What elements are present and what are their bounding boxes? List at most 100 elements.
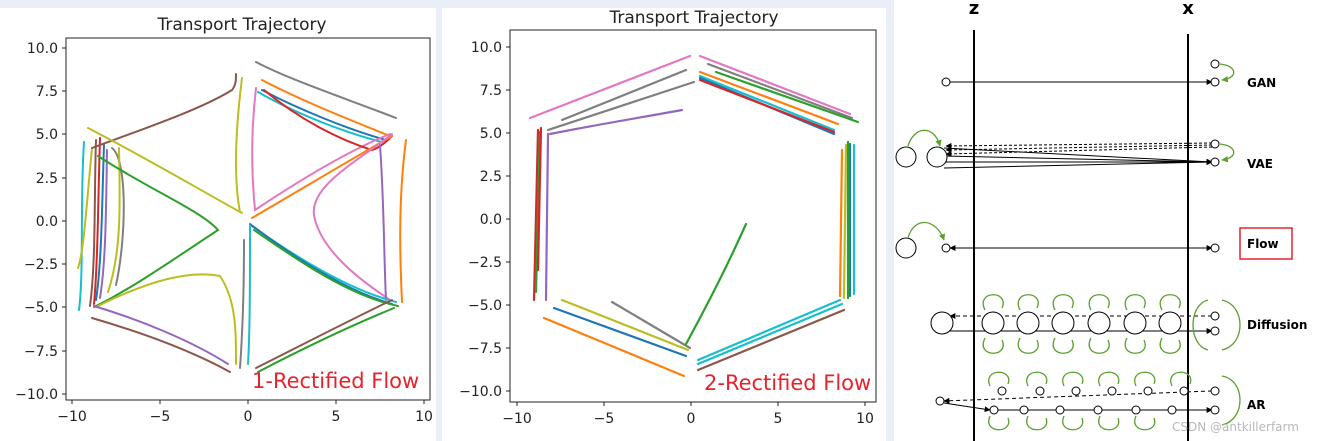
p1-traj-cyan-left [78, 141, 85, 311]
p2-ytick-neg-2-5: −2.5 [468, 255, 502, 271]
p1-ytick-10: 10.0 [27, 41, 58, 57]
panel-2-y-tick-labels: 10.0 7.5 5.0 2.5 0.0 −2.5 −5.0 −7.5 −10.… [459, 40, 502, 400]
p1-traj-orange-center [251, 135, 393, 219]
p1-traj-cyan-bottom [247, 225, 251, 365]
panel-2-y-ticks [506, 46, 510, 392]
gan-label: GAN [1247, 76, 1276, 90]
p1-traj-red-left [93, 137, 101, 305]
p2-xtick-0: 0 [687, 411, 696, 427]
p2-traj-cyan-bottomright2 [696, 302, 844, 366]
p2-traj-gray-topleft [546, 80, 696, 132]
p2-traj-blue-bottom [552, 306, 688, 358]
p1-traj-red-topright [263, 89, 393, 152]
p2-ytick-2-5: 2.5 [480, 169, 502, 185]
p2-traj-red-left [532, 128, 540, 302]
p2-ytick-neg-10: −10.0 [459, 384, 502, 400]
ar-label: AR [1247, 398, 1266, 412]
p1-traj-orange-topright [261, 79, 391, 137]
p1-traj-gray-left [111, 147, 125, 286]
p2-ytick-neg-5: −5.0 [468, 298, 502, 314]
p1-traj-cyan-bottomright [251, 225, 397, 303]
p2-traj-red-left2 [536, 126, 543, 272]
panel-1-rectified-flow: Transport Trajectory 10.0 7.5 5.0 2.5 0.… [15, 15, 433, 425]
p2-ytick-10: 10.0 [471, 40, 502, 56]
panel-1-title: Transport Trajectory [156, 15, 326, 35]
p2-traj-brown-bottomright [696, 308, 846, 372]
panel-1-method-label: 1-Rectified Flow [252, 369, 419, 393]
p1-traj-cyan-topright [257, 91, 383, 143]
p1-xtick-neg-10: −10 [57, 409, 87, 425]
diffusion-label: Diffusion [1247, 318, 1307, 332]
p1-traj-olive-center [87, 127, 243, 214]
p1-traj-purple-bottom [93, 305, 229, 365]
p2-traj-green-topright [714, 70, 860, 124]
panel-1-y-ticks [62, 47, 66, 395]
panel-2-plot-frame [509, 29, 877, 403]
csdn-watermark: CSDN @antkillerfarm [1172, 420, 1299, 434]
p2-xtick-5: 5 [774, 411, 783, 427]
flow-highlight-box [1239, 227, 1293, 260]
p1-traj-pink-right [312, 133, 393, 301]
p1-ytick-2-5: 2.5 [36, 171, 58, 187]
p1-traj-olive-left [77, 147, 93, 269]
p2-xtick-neg-5: −5 [594, 411, 615, 427]
top-strip [0, 0, 890, 8]
p2-traj-pink-topleft [528, 54, 692, 120]
p1-traj-blue-left [95, 144, 105, 301]
p1-traj-brown-bottom2 [255, 299, 393, 369]
p1-traj-purple-left [99, 149, 108, 299]
generative-models-diagram: z x GAN VAE [894, 0, 1317, 441]
p1-ytick-5: 5.0 [36, 127, 58, 143]
panel-2-x-tick-labels: −10 −5 0 5 10 [502, 411, 874, 427]
p2-traj-pink-topright [698, 54, 852, 116]
p2-traj-purple-left [544, 132, 550, 302]
gan-row [941, 59, 1235, 87]
p2-traj-olive-bottom [560, 298, 690, 352]
p1-ytick-neg-2-5: −2.5 [24, 257, 58, 273]
p1-xtick-neg-5: −5 [150, 409, 171, 425]
p1-xtick-10: 10 [415, 409, 433, 425]
vae-row [895, 129, 1235, 169]
p1-traj-gray-topright [255, 61, 397, 119]
p1-traj-blue-bottomright [249, 223, 393, 305]
p1-traj-blue-topright [261, 89, 387, 141]
p1-traj-green-middle [93, 155, 220, 308]
p2-ytick-neg-7-5: −7.5 [468, 341, 502, 357]
p2-traj-red-topright [698, 78, 836, 134]
panel-divider [436, 0, 442, 441]
p1-xtick-0: 0 [244, 409, 253, 425]
right-border [886, 0, 894, 441]
ar-row [935, 371, 1241, 431]
diagram-background [894, 0, 1317, 441]
p2-xtick-10: 10 [856, 411, 874, 427]
p2-traj-orange-topright [698, 70, 840, 126]
p1-ytick-neg-7-5: −7.5 [24, 344, 58, 360]
p2-xtick-neg-10: −10 [502, 411, 532, 427]
panel-1-x-ticks [71, 400, 425, 404]
axis-z-label: z [969, 0, 979, 19]
vae-label: VAE [1247, 157, 1273, 171]
p2-traj-gray-bottom [610, 300, 692, 350]
p2-traj-gray-topright [706, 62, 854, 120]
p2-traj-cyan-topright [698, 74, 836, 132]
axis-x-label: x [1182, 0, 1194, 19]
p1-traj-orange-right [399, 139, 407, 303]
p2-traj-purple-topleft [548, 108, 684, 136]
p1-xtick-5: 5 [332, 409, 341, 425]
p2-ytick-7-5: 7.5 [480, 83, 502, 99]
p2-traj-orange-bottom [542, 316, 686, 378]
p1-ytick-0: 0.0 [36, 214, 58, 230]
p1-traj-green-bottomright [253, 229, 399, 307]
panel-1-trajectories [77, 61, 407, 373]
diffusion-row [930, 294, 1241, 354]
flow-row [895, 221, 1220, 259]
p1-traj-olive-bottom [95, 273, 237, 365]
panel-1-x-tick-labels: −10 −5 0 5 10 [57, 409, 433, 425]
p2-traj-cyan-bottomright [696, 298, 842, 362]
panel-1-y-tick-labels: 10.0 7.5 5.0 2.5 0.0 −2.5 −5.0 −7.5 −10.… [15, 41, 58, 403]
p1-traj-gray-bottom [239, 239, 245, 369]
panel-2-x-ticks [516, 402, 866, 406]
panel-2-method-label: 2-Rectified Flow [704, 371, 871, 395]
p2-ytick-0: 0.0 [480, 212, 502, 228]
